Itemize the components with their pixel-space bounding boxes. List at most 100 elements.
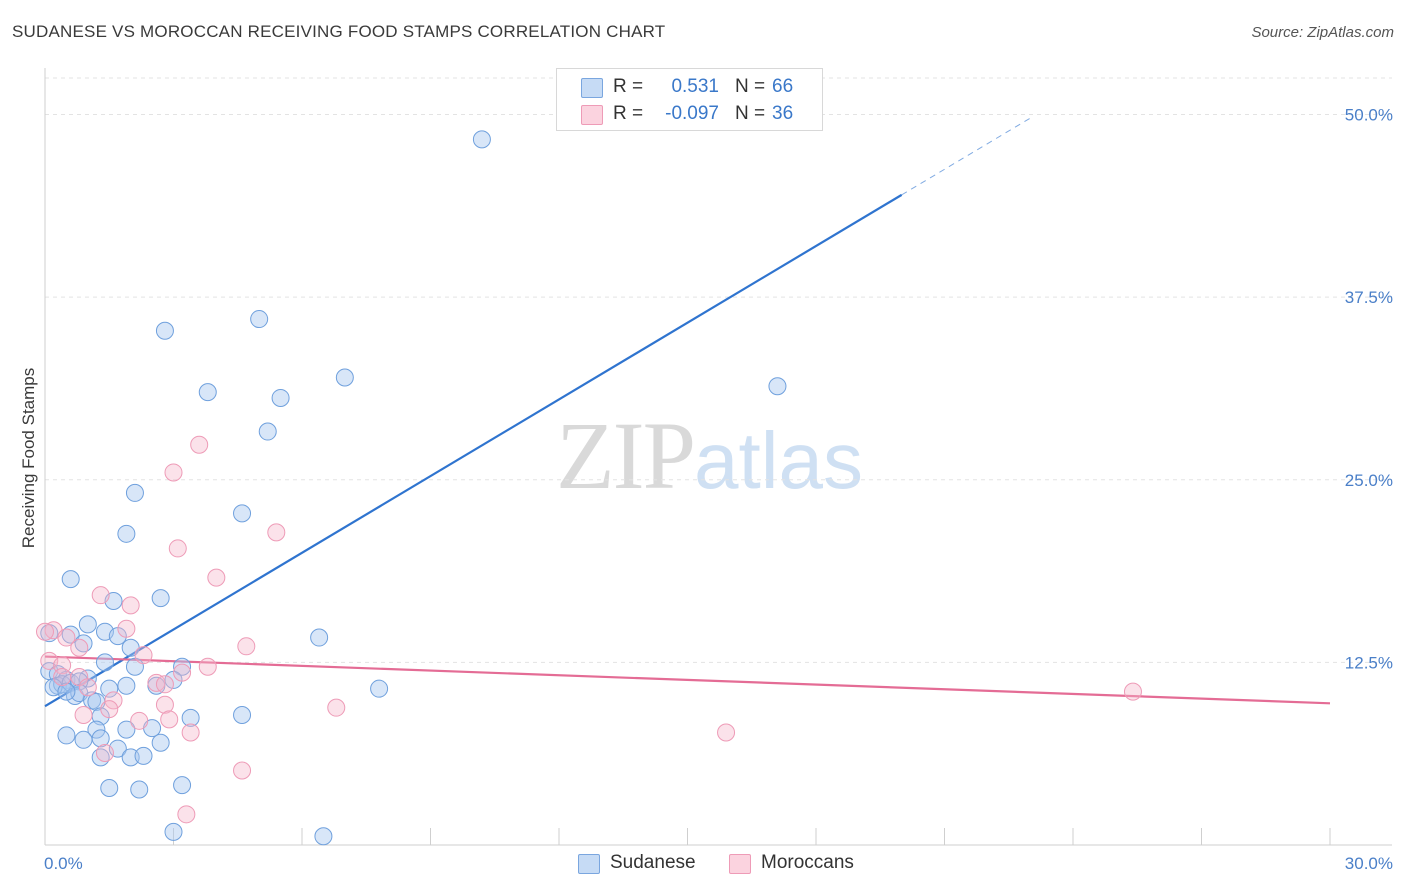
y-tick-label: 12.5% xyxy=(1345,653,1393,672)
sudanese-point xyxy=(370,679,389,698)
moroccans-point xyxy=(181,723,200,742)
legend-label: Moroccans xyxy=(761,852,854,873)
moroccans-point xyxy=(95,743,114,762)
moroccans-point xyxy=(1123,682,1142,701)
moroccans-point xyxy=(327,698,346,717)
moroccans-swatch xyxy=(729,854,751,874)
sudanese-point xyxy=(91,729,110,748)
moroccans-point xyxy=(177,805,196,824)
sudanese-point xyxy=(155,321,174,340)
data-points xyxy=(36,130,1142,846)
watermark-zip: ZIP xyxy=(556,402,696,509)
sudanese-trend-line xyxy=(44,193,903,708)
watermark-atlas: atlas xyxy=(694,416,863,505)
sudanese-point xyxy=(472,130,491,149)
moroccans-trend-line xyxy=(44,655,1331,705)
moroccans-point xyxy=(74,705,93,724)
moroccans-point xyxy=(78,678,97,697)
y-tick-label: 50.0% xyxy=(1345,106,1393,125)
sudanese-point xyxy=(130,780,149,799)
sudanese-point xyxy=(57,682,76,701)
r-label: R = xyxy=(613,76,644,97)
moroccans-point xyxy=(130,711,149,730)
sudanese-swatch xyxy=(578,854,600,874)
r-value: 0.531 xyxy=(671,76,719,97)
sudanese-point xyxy=(335,368,354,387)
y-tick-label: 25.0% xyxy=(1345,471,1393,490)
sudanese-point xyxy=(125,483,144,502)
sudanese-point xyxy=(233,504,252,523)
sudanese-point xyxy=(121,748,140,767)
moroccans-point xyxy=(190,435,209,454)
n-label: N = xyxy=(735,103,766,124)
sudanese-point xyxy=(271,388,290,407)
n-value: 66 xyxy=(772,76,794,97)
sudanese-point xyxy=(198,383,217,402)
sudanese-point xyxy=(314,827,333,846)
moroccans-point xyxy=(57,628,76,647)
source-credit: Source: ZipAtlas.com xyxy=(1251,24,1394,41)
sudanese-point xyxy=(87,720,106,739)
moroccans-point xyxy=(717,723,736,742)
x-tick-label: 30.0% xyxy=(1345,854,1393,873)
axes xyxy=(44,68,1392,846)
trend-lines xyxy=(44,117,1331,708)
moroccans-point xyxy=(121,596,140,615)
sudanese-point xyxy=(151,733,170,752)
sudanese-point xyxy=(134,746,153,765)
tick-labels: 12.5% 25.0% 37.5% 50.0% 0.0% 30.0% xyxy=(44,106,1393,873)
n-label: N = xyxy=(735,76,766,97)
sudanese-point xyxy=(250,310,269,329)
sudanese-point xyxy=(164,822,183,841)
sudanese-point xyxy=(95,653,114,672)
moroccans-point xyxy=(134,646,153,665)
sudanese-point xyxy=(181,708,200,727)
sudanese-trend-extension xyxy=(901,117,1031,196)
sudanese-point xyxy=(173,776,192,795)
moroccans-point xyxy=(70,638,89,657)
sudanese-point xyxy=(61,570,80,589)
moroccans-point xyxy=(36,622,54,641)
sudanese-point xyxy=(117,676,136,695)
moroccans-point xyxy=(207,568,226,587)
sudanese-point xyxy=(57,726,76,745)
sudanese-point xyxy=(258,422,277,441)
moroccans-point xyxy=(168,539,187,558)
moroccans-point xyxy=(155,675,174,694)
sudanese-point xyxy=(100,779,119,798)
sudanese-point xyxy=(173,657,192,676)
y-tick-label: 37.5% xyxy=(1345,288,1393,307)
moroccans-point xyxy=(198,657,217,676)
grid-lines xyxy=(45,77,1392,663)
moroccans-point xyxy=(117,619,136,638)
n-value: 36 xyxy=(772,103,794,124)
moroccans-point xyxy=(173,663,192,682)
moroccans-point xyxy=(164,463,183,482)
correlation-legend: R = 0.531 N = 66 R = -0.097 N = 36 xyxy=(556,68,823,131)
moroccans-point xyxy=(91,586,110,605)
sudanese-point xyxy=(768,377,787,396)
moroccans-point xyxy=(100,700,119,719)
sudanese-point xyxy=(78,615,97,634)
sudanese-point xyxy=(310,628,329,647)
sudanese-point xyxy=(117,720,136,739)
x-tick-label: 0.0% xyxy=(44,854,83,873)
moroccans-swatch xyxy=(581,105,603,125)
moroccans-point xyxy=(237,637,256,656)
sudanese-swatch xyxy=(581,78,603,98)
sudanese-point xyxy=(151,589,170,608)
legend-label: Sudanese xyxy=(610,852,696,873)
watermark: ZIPatlas xyxy=(556,400,863,511)
moroccans-point xyxy=(104,691,123,710)
y-axis-label: Receiving Food Stamps xyxy=(19,368,38,548)
sudanese-point xyxy=(100,679,119,698)
chart-title: SUDANESE VS MOROCCAN RECEIVING FOOD STAM… xyxy=(12,22,666,41)
sudanese-point xyxy=(233,705,252,724)
r-label: R = xyxy=(613,103,644,124)
sudanese-point xyxy=(117,524,136,543)
moroccans-point xyxy=(155,695,174,714)
moroccans-point xyxy=(233,761,252,780)
moroccans-point xyxy=(160,710,179,729)
moroccans-point xyxy=(53,667,72,686)
